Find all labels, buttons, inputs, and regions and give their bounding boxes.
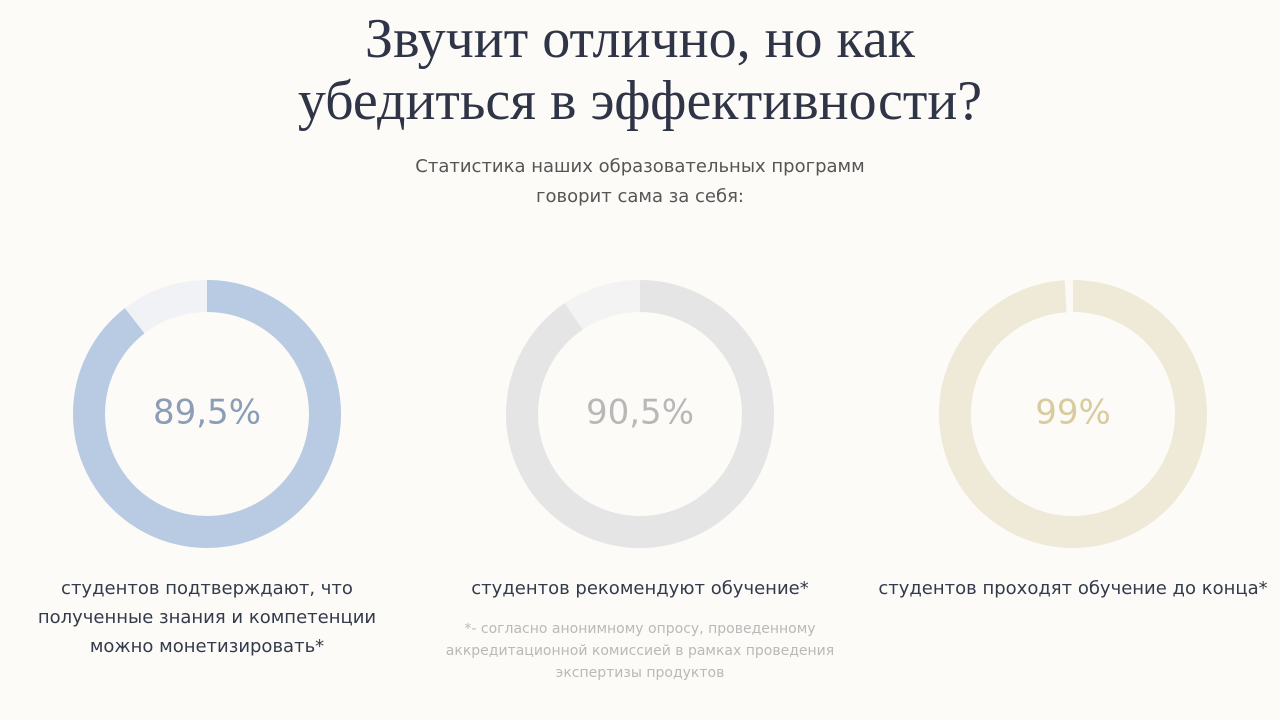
- title: Звучит отлично, но как убедиться в эффек…: [297, 8, 983, 132]
- footnote: *- согласно анонимному опросу, проведенн…: [445, 621, 835, 681]
- donut-value-label: 99%: [1035, 393, 1111, 433]
- donut-value-label: 89,5%: [153, 393, 261, 433]
- donut-arc: [73, 280, 341, 548]
- donut-value-label: 90,5%: [586, 393, 694, 433]
- caption: студентов рекомендуют обучение*: [471, 578, 809, 599]
- caption: студентов подтверждают, что полученные з…: [37, 578, 377, 657]
- donut-arc: [939, 280, 1207, 548]
- donut-arc: [506, 280, 774, 548]
- subtitle: Статистика наших образовательных програм…: [415, 156, 865, 207]
- caption: студентов проходят обучение до конца*: [878, 578, 1268, 599]
